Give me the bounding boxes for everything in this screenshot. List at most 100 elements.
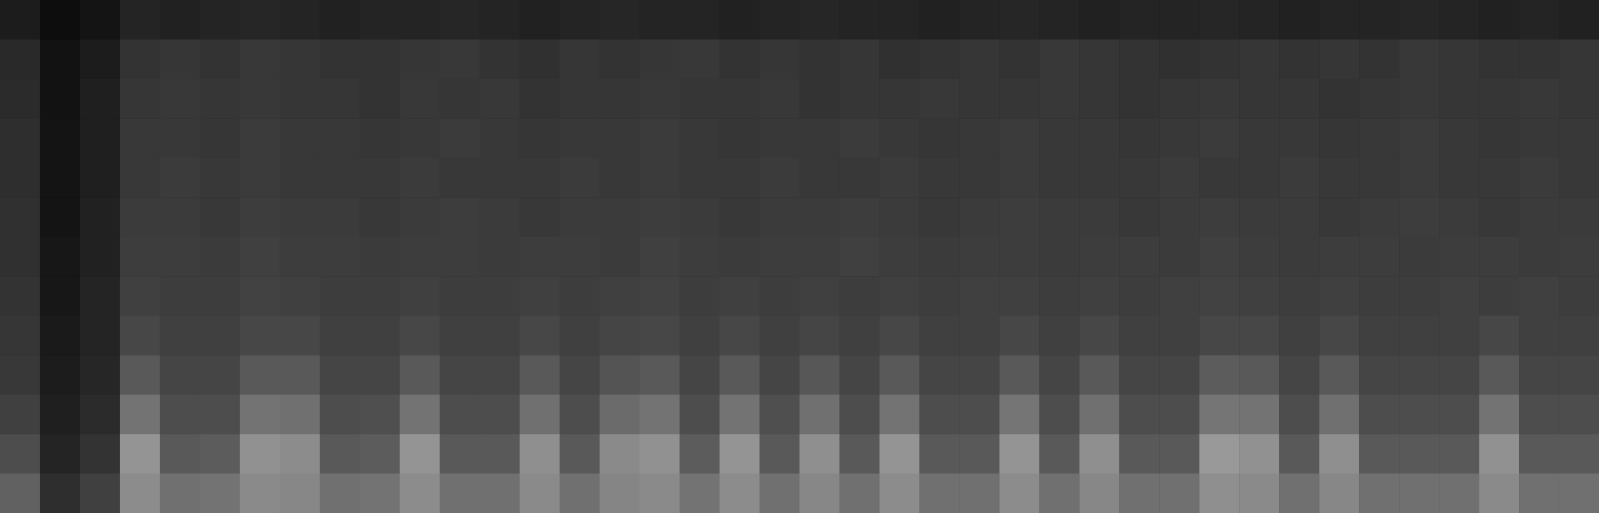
heatmap-cell <box>0 237 40 277</box>
heatmap-cell <box>200 197 240 237</box>
heatmap-cell <box>999 118 1039 158</box>
heatmap-cell <box>520 197 560 237</box>
heatmap-cell <box>1319 118 1359 158</box>
heatmap-cell <box>680 0 720 40</box>
heatmap-cell <box>1479 316 1519 356</box>
heatmap-cell <box>0 118 40 158</box>
heatmap-cell <box>360 355 400 395</box>
heatmap-cell <box>1559 0 1599 40</box>
heatmap-cell <box>1239 316 1279 356</box>
heatmap-cell <box>640 237 680 277</box>
heatmap-cell <box>1479 276 1519 316</box>
heatmap-cell <box>520 79 560 119</box>
heatmap-cell <box>240 118 280 158</box>
heatmap-cell <box>600 237 640 277</box>
heatmap-cell <box>240 197 280 237</box>
heatmap-cell <box>320 355 360 395</box>
heatmap-cell <box>919 79 959 119</box>
heatmap-cell <box>400 276 440 316</box>
heatmap-cell <box>160 158 200 198</box>
heatmap-cell <box>1479 0 1519 40</box>
heatmap-cell <box>959 276 999 316</box>
heatmap-cell <box>879 237 919 277</box>
heatmap-cell <box>1479 79 1519 119</box>
heatmap-cell <box>80 355 120 395</box>
heatmap-cell <box>600 0 640 40</box>
heatmap-cell <box>560 158 600 198</box>
heatmap-cell <box>120 276 160 316</box>
heatmap-cell <box>1119 79 1159 119</box>
heatmap-cell <box>959 395 999 435</box>
heatmap-cell <box>1359 79 1399 119</box>
heatmap-cell <box>480 316 520 356</box>
heatmap-cell <box>0 158 40 198</box>
heatmap-cell <box>1039 158 1079 198</box>
heatmap-cell <box>480 355 520 395</box>
heatmap-cell <box>1279 276 1319 316</box>
heatmap-cell <box>360 316 400 356</box>
heatmap-cell <box>1239 118 1279 158</box>
heatmap-cell <box>160 118 200 158</box>
heatmap-cell <box>760 158 800 198</box>
heatmap-cell <box>1479 355 1519 395</box>
heatmap-cell <box>1039 316 1079 356</box>
heatmap-cell <box>40 276 80 316</box>
heatmap-cell <box>560 434 600 474</box>
heatmap-cell <box>280 474 320 513</box>
heatmap-cell <box>240 39 280 79</box>
heatmap-cell <box>1439 237 1479 277</box>
heatmap-cell <box>560 237 600 277</box>
heatmap-cell <box>1079 197 1119 237</box>
heatmap-cell <box>1559 474 1599 513</box>
heatmap-cell <box>1479 474 1519 513</box>
heatmap-cell <box>1039 474 1079 513</box>
heatmap-cell <box>1359 474 1399 513</box>
heatmap-cell <box>919 197 959 237</box>
heatmap-cell <box>1159 118 1199 158</box>
heatmap-cell <box>1359 197 1399 237</box>
heatmap-cell <box>680 474 720 513</box>
heatmap-cell <box>1159 434 1199 474</box>
heatmap-cell <box>1119 237 1159 277</box>
heatmap-cell <box>1319 197 1359 237</box>
heatmap-cell <box>1359 39 1399 79</box>
heatmap-cell <box>839 276 879 316</box>
heatmap-cell <box>440 276 480 316</box>
heatmap-cell <box>1359 158 1399 198</box>
heatmap-cell <box>999 197 1039 237</box>
heatmap-cell <box>999 0 1039 40</box>
heatmap-cell <box>440 0 480 40</box>
heatmap-cell <box>959 197 999 237</box>
heatmap-cell <box>839 395 879 435</box>
heatmap-cell <box>800 395 840 435</box>
heatmap-cell <box>879 158 919 198</box>
heatmap-cell <box>40 355 80 395</box>
heatmap-cell <box>40 79 80 119</box>
heatmap-cell <box>560 79 600 119</box>
heatmap-cell <box>1559 197 1599 237</box>
heatmap-cell <box>160 39 200 79</box>
heatmap-cell <box>600 395 640 435</box>
heatmap-cell <box>40 395 80 435</box>
heatmap-cell <box>680 79 720 119</box>
heatmap-cell <box>440 237 480 277</box>
heatmap-cell <box>1119 316 1159 356</box>
heatmap-cell <box>80 434 120 474</box>
heatmap-cell <box>1359 355 1399 395</box>
heatmap-cell <box>0 276 40 316</box>
heatmap-cell <box>720 0 760 40</box>
heatmap-cell <box>640 434 680 474</box>
heatmap-cell <box>720 118 760 158</box>
heatmap-cell <box>1119 0 1159 40</box>
heatmap-cell <box>1439 158 1479 198</box>
heatmap-cell <box>1519 474 1559 513</box>
heatmap-cell <box>280 355 320 395</box>
heatmap-cell <box>800 276 840 316</box>
heatmap-cell <box>879 197 919 237</box>
heatmap-cell <box>680 39 720 79</box>
heatmap-cell <box>1319 39 1359 79</box>
heatmap-cell <box>1239 355 1279 395</box>
heatmap-cell <box>1279 474 1319 513</box>
heatmap-cell <box>1159 39 1199 79</box>
heatmap-cell <box>1159 79 1199 119</box>
